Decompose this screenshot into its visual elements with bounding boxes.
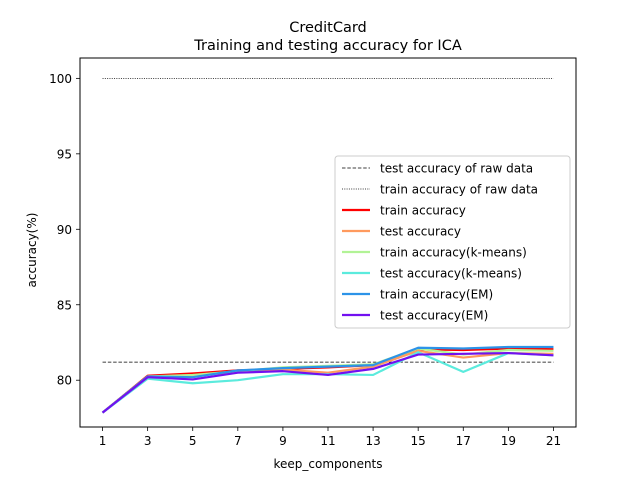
series-line-5 [101,351,554,414]
legend-label-6: train accuracy(EM) [380,288,493,302]
x-tick-label-3: 7 [234,434,242,448]
legend: test accuracy of raw data train accuracy … [334,155,571,329]
y-tick-label-3: 95 [57,147,72,161]
x-tick-label-1: 3 [144,434,152,448]
x-tick-label-9: 19 [501,434,516,448]
legend-label-0: test accuracy of raw data [380,162,533,176]
legend-box [334,155,571,329]
chart-title: CreditCard [289,20,367,36]
x-tick-label-6: 13 [365,434,380,448]
y-tick-label-1: 85 [57,298,72,312]
legend-label-7: test accuracy(EM) [380,309,488,323]
legend-label-2: train accuracy [380,204,466,218]
x-tick-label-0: 1 [99,434,107,448]
legend-label-4: train accuracy(k-means) [380,246,527,260]
y-axis-label: accuracy(%) [25,213,39,288]
plot-area [101,77,554,414]
x-tick-label-2: 5 [189,434,197,448]
legend-label-5: test accuracy(k-means) [380,267,522,281]
x-tick-label-5: 11 [320,434,335,448]
y-tick-label-4: 100 [49,72,72,86]
x-tick-label-8: 17 [456,434,471,448]
legend-label-1: train accuracy of raw data [380,183,538,197]
series-line-4 [101,345,554,414]
y-tick-label-2: 90 [57,223,72,237]
x-tick-label-4: 9 [279,434,287,448]
series-line-3 [101,351,554,414]
x-tick-label-7: 15 [411,434,426,448]
x-tick-label-10: 21 [546,434,561,448]
x-axis-label: keep_components [273,457,382,471]
y-tick-label-0: 80 [57,374,72,388]
chart-subtitle: Training and testing accuracy for ICA [193,38,462,54]
legend-label-3: test accuracy [380,225,461,239]
